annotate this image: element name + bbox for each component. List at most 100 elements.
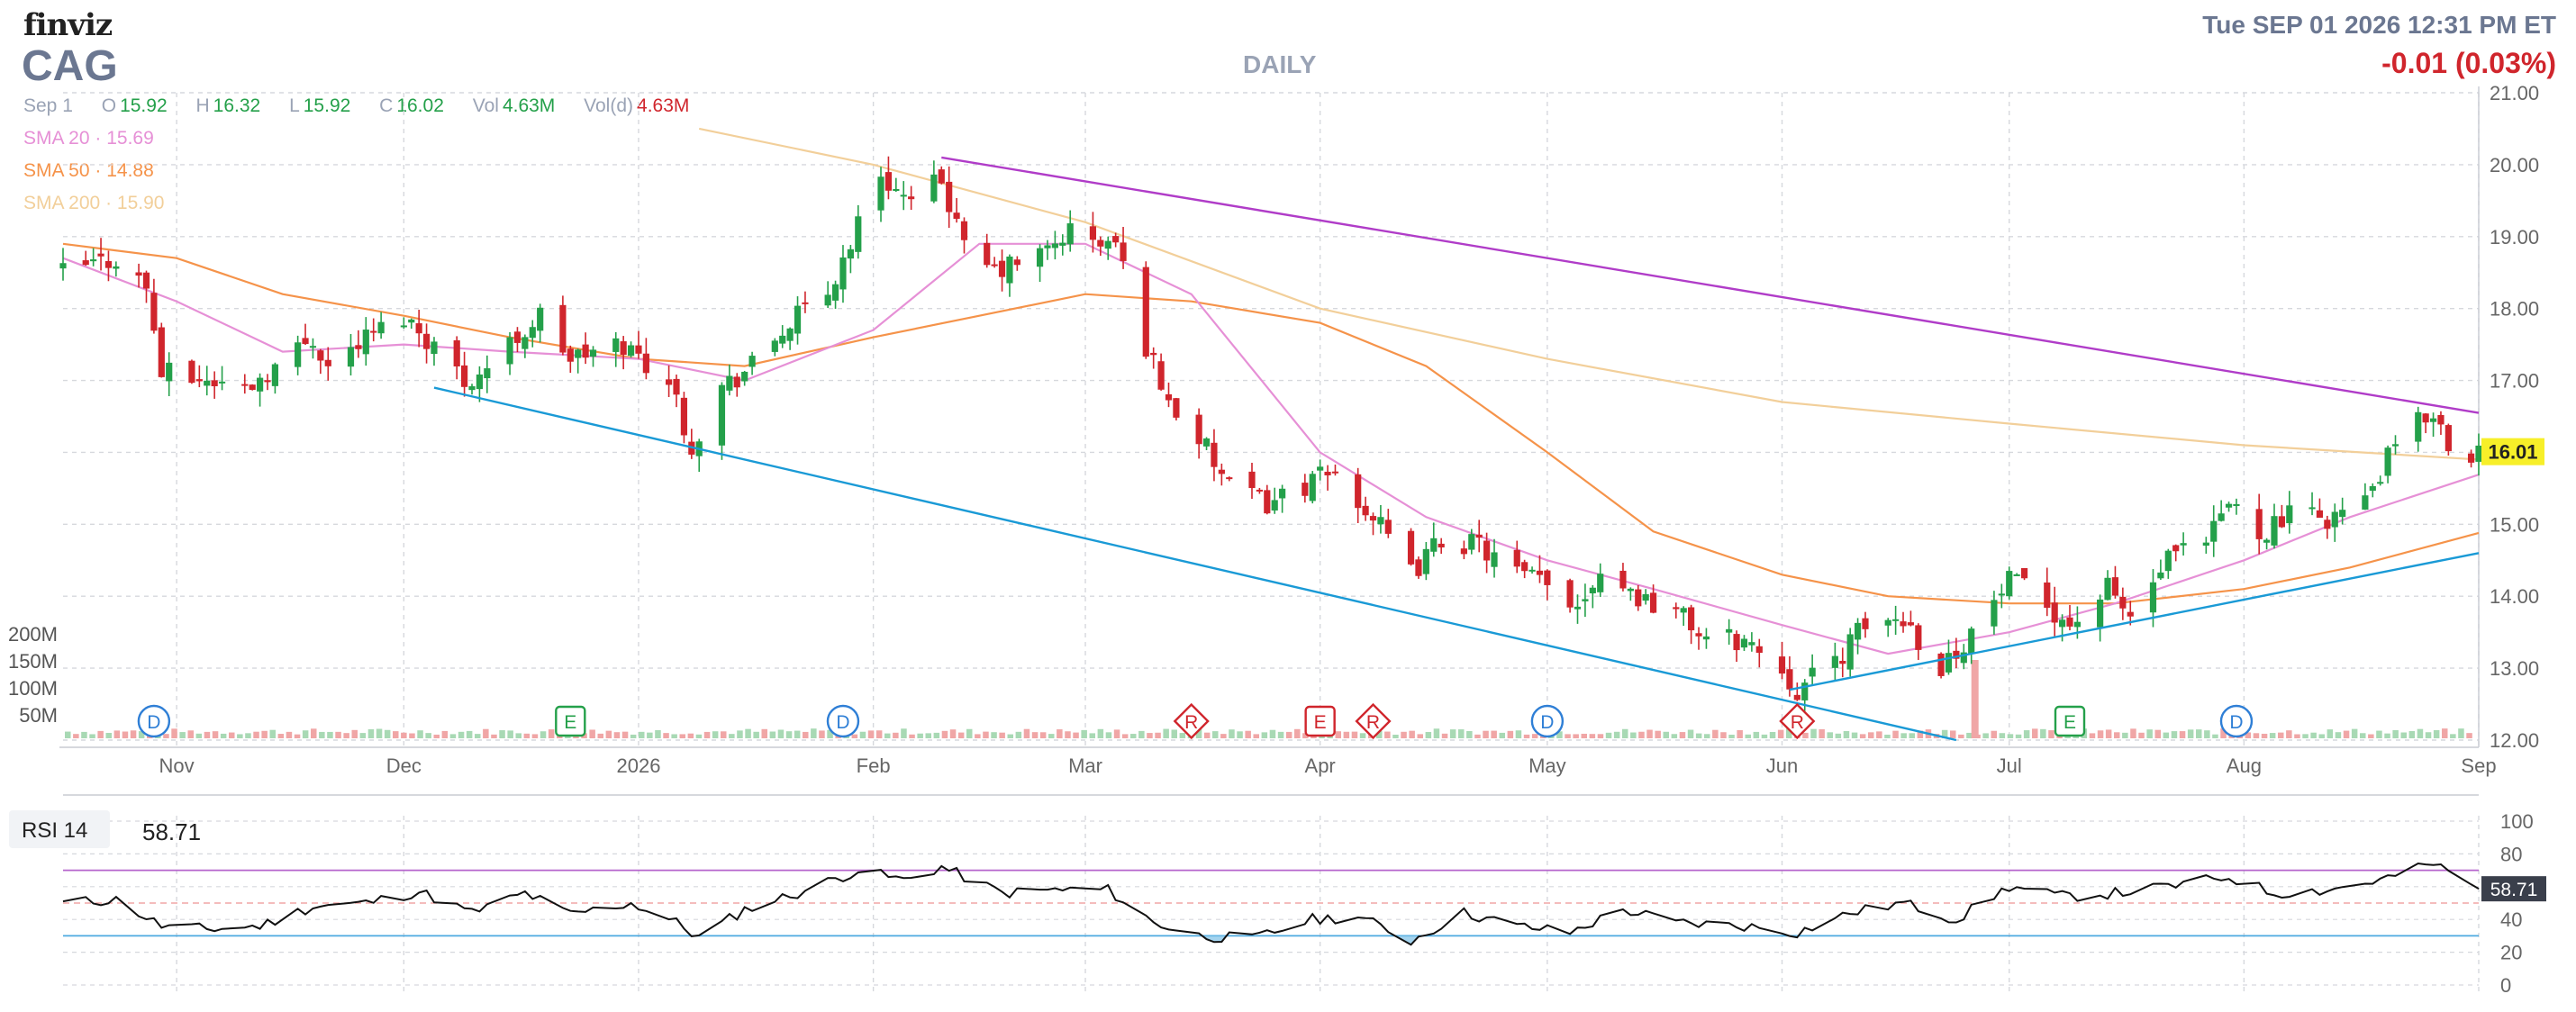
volume-axis-label: 150M [8, 650, 58, 673]
candle-body [1695, 633, 1702, 637]
volume-bar [2007, 734, 2014, 738]
volume-bar [409, 733, 415, 738]
candle-body [802, 302, 809, 304]
volume-bar [1695, 733, 1702, 738]
candle-body [82, 260, 89, 266]
candle-body [1324, 471, 1331, 475]
volume-bar [1335, 731, 1341, 738]
volume-bar [581, 733, 587, 738]
volume-bar [1245, 730, 1251, 738]
volume-bar [1523, 734, 1530, 738]
volume-bar [105, 733, 112, 738]
volume-bar [531, 734, 539, 738]
volume-bar [2392, 730, 2399, 738]
volume-bar [1745, 734, 1751, 738]
volume-bar [81, 731, 87, 738]
rsi-title: RSI 14 [22, 818, 88, 843]
candle-body [529, 327, 536, 339]
volume-bar [441, 730, 449, 738]
volume-bar [687, 733, 694, 738]
volume-bar [2318, 734, 2325, 738]
candle-body [1968, 628, 1975, 655]
candle-body [271, 364, 279, 386]
candle-body [1150, 352, 1157, 356]
volume-bar [1515, 730, 1522, 738]
volume-bar [2327, 729, 2334, 738]
candle-body [900, 194, 907, 197]
volume-bar [2425, 732, 2432, 738]
rsi-value-tag-label: 58.71 [2490, 880, 2538, 900]
candle-body [97, 253, 104, 257]
volume-label: Vol [472, 95, 499, 116]
volume-bar [2368, 734, 2374, 738]
volume-bar [1237, 731, 1243, 738]
volume-bar [1401, 731, 1407, 738]
volume-bar [2114, 732, 2120, 738]
price-axis-label: 13.00 [2490, 657, 2539, 680]
volume-bar [1409, 730, 1415, 738]
price-axis-label: 21.00 [2490, 82, 2539, 104]
support-trendline [1789, 552, 2480, 691]
volume-bar [613, 732, 621, 738]
candle-body [295, 342, 302, 367]
volume-bar [729, 734, 735, 738]
volume-bar [1531, 734, 1538, 738]
candle-body [1415, 559, 1422, 576]
candle-body [1036, 248, 1044, 267]
candle-body [2316, 510, 2324, 519]
volume-bar [2269, 733, 2276, 738]
volume-bar [491, 734, 497, 738]
volume-bar [1015, 731, 1022, 738]
volume-bar [2384, 733, 2390, 738]
volume-bar [2089, 733, 2096, 738]
volume-bar [2040, 728, 2046, 738]
volume-bar [1868, 732, 1874, 738]
candle-body [59, 263, 67, 269]
finviz-logo[interactable]: finviz [23, 7, 113, 43]
volume-bar [1417, 734, 1423, 738]
sma-value: 14.88 [106, 160, 154, 181]
candle-body [1991, 600, 1998, 627]
volume-bar [2154, 729, 2161, 738]
candle-body [938, 169, 945, 184]
volume-bar [1179, 733, 1186, 738]
volume-bar [515, 733, 522, 738]
volume-bar [1827, 732, 1833, 738]
candle-body [589, 349, 597, 357]
volume-bar [1203, 732, 1211, 738]
date-axis-label: Apr [1305, 754, 1336, 777]
volume-bar [2278, 732, 2284, 738]
candle-body [2164, 550, 2172, 572]
candle-body [908, 196, 915, 200]
candle-body [506, 337, 513, 365]
volume-bar [1376, 730, 1383, 738]
candle-body [2429, 418, 2437, 422]
candle-body [1582, 599, 1589, 601]
volume-bar [1384, 731, 1391, 738]
rsi-value: 58.71 [142, 818, 202, 845]
volume-bar [1613, 731, 1620, 738]
dividend-event-marker [137, 704, 171, 738]
rsi-axis-label: 0 [2500, 974, 2511, 997]
volume-bar [2417, 728, 2424, 738]
candle-body [1173, 398, 1180, 418]
volume-bar [2408, 730, 2416, 738]
candle-body [400, 325, 407, 328]
candle-body [2218, 513, 2225, 521]
volume-bar [983, 731, 989, 738]
volume-bar [1121, 734, 1129, 738]
volume-bar [286, 731, 293, 738]
candle-body [1733, 634, 1740, 651]
volume-bar [294, 734, 301, 738]
candle-body [1673, 607, 1680, 610]
candle-body [249, 384, 256, 390]
sma-label: SMA 200 [23, 193, 101, 213]
volume-bar [777, 729, 785, 738]
volume-bar [851, 734, 858, 738]
candle-body [1642, 594, 1649, 601]
candle-body [748, 356, 756, 367]
volume-bar [1630, 732, 1637, 738]
candle-body [2066, 617, 2073, 627]
candle-body [2467, 453, 2475, 463]
